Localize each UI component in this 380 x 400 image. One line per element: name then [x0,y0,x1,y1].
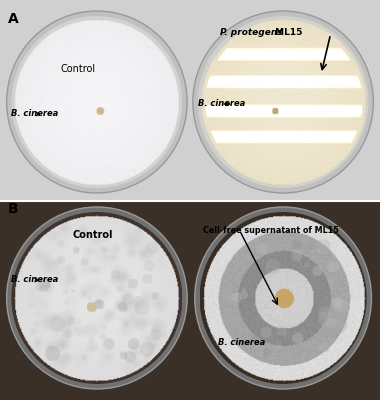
Text: ML15: ML15 [272,28,302,37]
Bar [0,202,380,400]
Ellipse shape [195,207,372,389]
Text: B. cinerea: B. cinerea [11,110,59,118]
Text: P. protegens: P. protegens [220,28,283,37]
Text: A: A [8,12,18,26]
Text: Control: Control [61,64,96,74]
Text: Control: Control [72,230,113,240]
Ellipse shape [7,207,187,389]
Text: B. cinerea: B. cinerea [218,338,266,347]
Ellipse shape [7,11,187,193]
Text: B. cinerea: B. cinerea [198,100,245,108]
Text: B. cinerea: B. cinerea [11,276,59,284]
Ellipse shape [193,11,373,193]
Text: B: B [8,202,18,216]
Text: Cell-free supernatant of ML15: Cell-free supernatant of ML15 [203,226,339,235]
